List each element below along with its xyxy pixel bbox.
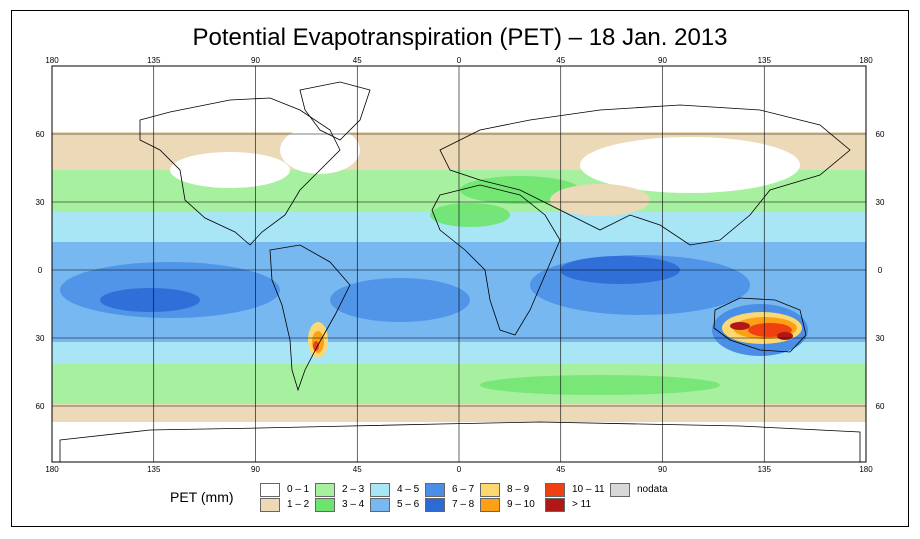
lon-tick-bottom: 135: [147, 465, 161, 474]
legend-swatch: [370, 498, 390, 512]
aus-darkred: [730, 322, 750, 330]
arg-red: [313, 341, 319, 351]
outline-africa: [431, 184, 561, 336]
legend-label: 6 – 7: [452, 484, 475, 495]
legend-swatch: [480, 483, 500, 497]
lon-tick-top: 180: [859, 56, 873, 65]
blob-siberia-white: [580, 137, 800, 193]
legend-label: 4 – 5: [397, 484, 420, 495]
blob-south-green2: [480, 375, 720, 395]
legend-label: 1 – 2: [287, 499, 310, 510]
lat-tick-right: 30: [876, 198, 885, 207]
legend-label: nodata: [637, 484, 668, 495]
lat-tick-left: 30: [36, 334, 45, 343]
blob-atlantic-blue: [330, 278, 470, 322]
lon-tick-top: 90: [251, 56, 260, 65]
legend-label: 5 – 6: [397, 499, 420, 510]
lat-tick-right: 30: [876, 334, 885, 343]
figure-frame: [11, 10, 909, 527]
lon-tick-top: 0: [457, 56, 462, 65]
graticule: [52, 66, 866, 462]
outline-australia: [713, 297, 807, 353]
legend-swatch: [315, 498, 335, 512]
lon-tick-bottom: 135: [758, 465, 772, 474]
blob-asia-tan: [550, 184, 650, 216]
lat-tick-right: 60: [876, 130, 885, 139]
lon-tick-top: 135: [147, 56, 161, 65]
lon-tick-bottom: 45: [556, 465, 565, 474]
lat-tick-left: 60: [36, 130, 45, 139]
outline-greenland: [299, 81, 371, 141]
lon-tick-top: 90: [658, 56, 667, 65]
legend-label: > 11: [572, 499, 591, 510]
lon-tick-bottom: 90: [658, 465, 667, 474]
blob-greenland-white: [280, 126, 360, 174]
lon-tick-bottom: 90: [251, 465, 260, 474]
legend-label: 7 – 8: [452, 499, 475, 510]
outline-antarctica: [59, 421, 861, 462]
legend: PET (mm) 0 – 1 1 – 2 2 – 3 3 – 4 4 – 5 5 – 6 6…: [150, 483, 710, 517]
legend-label: 10 – 11: [572, 484, 605, 495]
lon-tick-top: 45: [556, 56, 565, 65]
lon-tick-bottom: 180: [859, 465, 873, 474]
lat-tick-right: 0: [878, 266, 883, 275]
legend-swatch: [480, 498, 500, 512]
blob-sahara-green: [430, 203, 510, 227]
legend-swatch: [545, 483, 565, 497]
legend-swatch: [610, 483, 630, 497]
legend-swatch: [260, 498, 280, 512]
lat-tick-left: 30: [36, 198, 45, 207]
legend-title: PET (mm): [170, 489, 234, 505]
legend-label: 8 – 9: [507, 484, 530, 495]
map-border: [51, 65, 867, 463]
legend-swatch: [425, 498, 445, 512]
outline-north-america: [139, 97, 341, 246]
lon-tick-top: 180: [45, 56, 59, 65]
legend-swatch: [425, 483, 445, 497]
outline-europe-asia: [439, 104, 851, 246]
legend-label: 0 – 1: [287, 484, 310, 495]
lon-tick-bottom: 45: [353, 465, 362, 474]
lon-tick-bottom: 0: [457, 465, 462, 474]
blob-canada-white: [170, 152, 290, 188]
map-title: Potential Evapotranspiration (PET) – 18 …: [192, 24, 728, 51]
aus-darkred2: [777, 332, 793, 340]
lat-tick-right: 60: [876, 402, 885, 411]
legend-swatch: [315, 483, 335, 497]
lon-tick-top: 45: [353, 56, 362, 65]
legend-label: 9 – 10: [507, 499, 535, 510]
lat-tick-left: 0: [38, 266, 43, 275]
outline-south-america: [269, 244, 351, 392]
legend-swatch: [370, 483, 390, 497]
lon-tick-top: 135: [758, 56, 772, 65]
lon-tick-bottom: 180: [45, 465, 59, 474]
blob-pacific-deep: [100, 288, 200, 312]
legend-swatch: [260, 483, 280, 497]
lat-tick-left: 60: [36, 402, 45, 411]
legend-label: 2 – 3: [342, 484, 365, 495]
legend-swatch: [545, 498, 565, 512]
legend-label: 3 – 4: [342, 499, 365, 510]
tick-labels: 180 180 135 135 90 90 45 45 0 0 45 45 90 90 135 135 180 1…: [36, 56, 885, 474]
